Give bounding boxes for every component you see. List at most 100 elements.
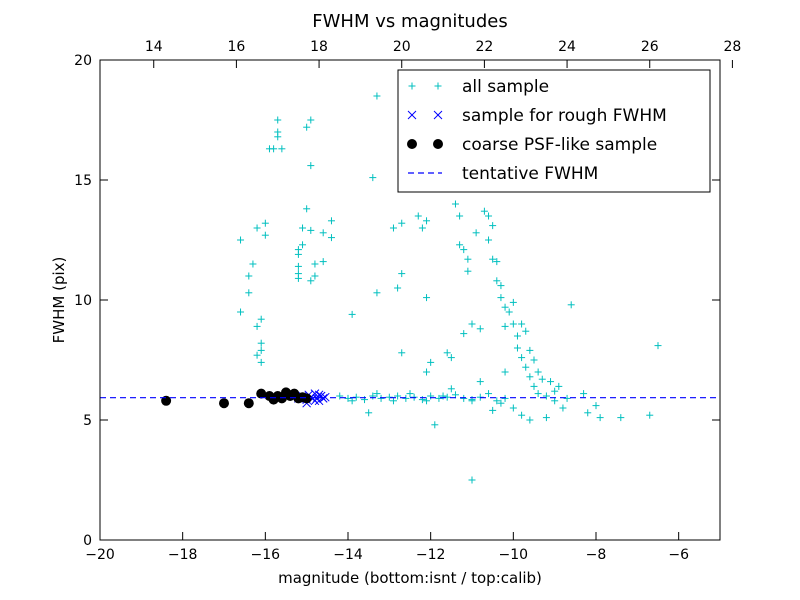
series-all-sample-point-111 [489,406,497,414]
plot-area: −20 −18 −16 −14 −12 −10 −8 −6 0 5 10 15 20 14 16 18 20 22… [74,39,741,563]
series-all-sample-point-2 [245,289,253,297]
series-all-sample-point-132 [435,394,443,402]
series-all-sample-point-8 [257,358,265,366]
legend-swatch-sample-for-rough-fwhm-a-b [407,110,417,120]
series-all-sample-point-44 [398,219,406,227]
x-tick-label: −18 [168,547,198,563]
series-all-sample-point-90 [530,356,538,364]
legend-swatch-coarse-psf-like-sample-b [433,139,443,149]
series-all-sample-point-82 [513,332,521,340]
series-all-sample-point-114 [476,378,484,386]
top-tick-label: 14 [145,39,163,55]
series-all-sample-point-39 [348,310,356,318]
series-all-sample-point-20 [303,123,311,131]
series-all-sample-point-26 [307,277,315,285]
y-tick-label: 10 [74,293,92,309]
series-coarse-psf-point-3 [256,388,267,399]
series-all-sample-point-1 [237,308,245,316]
series-all-sample-point-100 [563,394,571,402]
top-tick-label: 18 [310,39,328,55]
series-all-sample-point-6 [253,322,261,330]
series-all-sample-point-98 [555,382,563,390]
legend-swatch-coarse-psf-like-sample-a [407,139,417,149]
series-all-sample-point-85 [518,354,526,362]
series-all-sample-point-50 [423,294,431,302]
series-all-sample-point-12 [261,231,269,239]
legend-label-coarse-psf-like-sample: coarse PSF-like sample [462,135,657,155]
series-all-sample-point-46 [394,284,402,292]
series-all-sample-point-65 [468,320,476,328]
x-tick-label: −10 [499,547,529,563]
series-all-sample-point-77 [501,303,509,311]
x-tick-label: −12 [416,547,446,563]
x-axis-label: magnitude (bottom:isnt / top:calib) [278,569,542,587]
series-all-sample-point-142 [365,409,373,417]
series-all-sample-point-141 [348,397,356,405]
series-all-sample-point-49 [418,224,426,232]
legend-swatch-sample-for-rough-fwhm-a [407,110,417,120]
x-tick-label: −20 [85,547,115,563]
series-all-sample-point-17 [274,133,282,141]
series-all-sample-point-139 [493,397,501,405]
series-all-sample-point-109 [518,411,526,419]
series-all-sample-point-5 [253,224,261,232]
series-all-sample-point-120 [336,392,344,400]
series-all-sample-point-101 [567,301,575,309]
series-all-sample-point-146 [423,397,431,405]
series-all-sample-point-113 [447,385,455,393]
series-all-sample-point-105 [596,414,604,422]
legend-box [397,69,711,193]
series-all-sample-point-30 [294,262,302,270]
series-all-sample-point-55 [443,349,451,357]
series-all-sample-point-61 [460,330,468,338]
series-all-sample-point-23 [307,226,315,234]
series-all-sample-point-87 [522,363,530,371]
series-all-sample-point-106 [617,414,625,422]
top-tick-label: 20 [393,39,411,55]
series-coarse-psf-point-2 [243,398,254,409]
series-all-sample-point-54 [431,421,439,429]
series-all-sample-point-96 [547,378,555,386]
series-all-sample-point-28 [299,224,307,232]
series-all-sample-point-52 [423,368,431,376]
series-all-sample-point-47 [398,349,406,357]
series-all-sample-point-21 [307,116,315,124]
series-all-sample-point-63 [464,255,472,263]
series-all-sample-point-145 [406,390,414,398]
series-all-sample-point-37 [327,217,335,225]
series-all-sample-point-60 [460,246,468,254]
series-all-sample-point-58 [456,212,464,220]
series-all-sample-point-32 [294,274,302,282]
series-all-sample-point-27 [303,205,311,213]
series-all-sample-point-48 [414,212,422,220]
series-all-sample-point-135 [460,394,468,402]
series-all-sample-point-117 [542,414,550,422]
series-all-sample-point-86 [522,327,530,335]
series-all-sample-point-11 [257,346,265,354]
series-all-sample-point-69 [485,212,493,220]
series-all-sample-point-64 [468,476,476,484]
series-all-sample-point-42 [373,289,381,297]
series-all-sample-point-80 [509,298,517,306]
series-all-sample-point-56 [447,354,455,362]
series-all-sample-point-43 [389,224,397,232]
legend-label-sample-for-rough-fwhm: sample for rough FWHM [462,106,667,126]
series-all-sample-point-78 [501,322,509,330]
series-coarse-psf-point-13 [301,393,312,404]
series-all-sample-point-19 [278,145,286,153]
x-tick-label: −14 [333,547,363,563]
series-all-sample-point-51 [423,217,431,225]
series-all-sample-point-74 [493,277,501,285]
x-tick-label: −6 [668,547,689,563]
series-all-sample-point-25 [311,272,319,280]
series-all-sample-point-119 [551,387,559,395]
series-all-sample-point-68 [480,207,488,215]
series-all-sample-point-3 [245,272,253,280]
series-all-sample-point-40 [373,92,381,100]
series-all-sample-point-121 [344,394,352,402]
series-all-sample-point-92 [534,368,542,376]
series-all-sample-point-38 [327,234,335,242]
series-all-sample-point-76 [497,294,505,302]
series-all-sample-point-18 [274,116,282,124]
series-all-sample-point-118 [497,399,505,407]
